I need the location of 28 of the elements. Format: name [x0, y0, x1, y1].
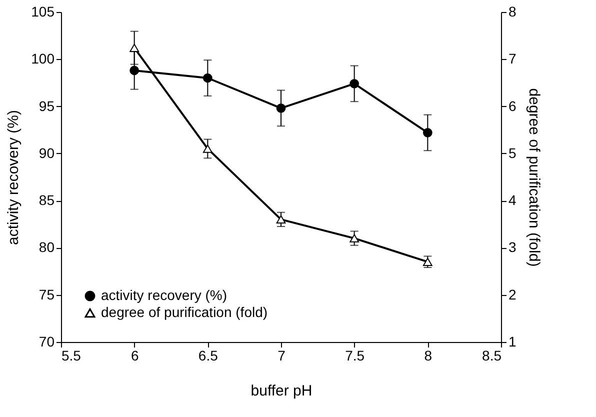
- x-axis-title: buffer pH: [250, 382, 312, 400]
- y2-tick-label: 5: [508, 144, 516, 161]
- x-tick-label: 5.5: [62, 348, 82, 364]
- y-tick-label: 105: [31, 4, 55, 20]
- y2-tick-label: 6: [508, 98, 516, 114]
- y2-tick-label: 7: [508, 50, 516, 67]
- x-tick-label: 7.5: [345, 348, 365, 364]
- y2-tick-label: 3: [508, 239, 516, 256]
- y-tick-label: 90: [38, 144, 55, 161]
- x-tick-label: 8: [424, 348, 432, 364]
- y2-tick-label: 2: [508, 286, 516, 302]
- y-tick-label: 70: [38, 334, 55, 350]
- legend-label: activity recovery (%): [101, 287, 228, 303]
- y2-tick-label: 1: [508, 334, 516, 350]
- y-tick-label: 75: [38, 286, 55, 302]
- y-axis-title: activity recovery (%): [5, 110, 22, 246]
- y-tick-label: 85: [38, 192, 55, 208]
- x-tick-label: 6.5: [198, 348, 218, 364]
- y2-tick-label: 8: [508, 4, 516, 20]
- y-tick-label: 80: [38, 239, 55, 256]
- y2-tick-label: 4: [508, 192, 516, 208]
- x-tick-label: 8.5: [482, 348, 502, 364]
- x-tick-label: 6: [130, 348, 139, 364]
- x-tick-label: 7: [278, 348, 286, 364]
- y-tick-label: 95: [38, 98, 55, 114]
- y-tick-label: 100: [31, 50, 55, 67]
- y2-axis-title: degree of purification (fold): [525, 88, 542, 267]
- legend-label: degree of purification (fold): [101, 304, 268, 320]
